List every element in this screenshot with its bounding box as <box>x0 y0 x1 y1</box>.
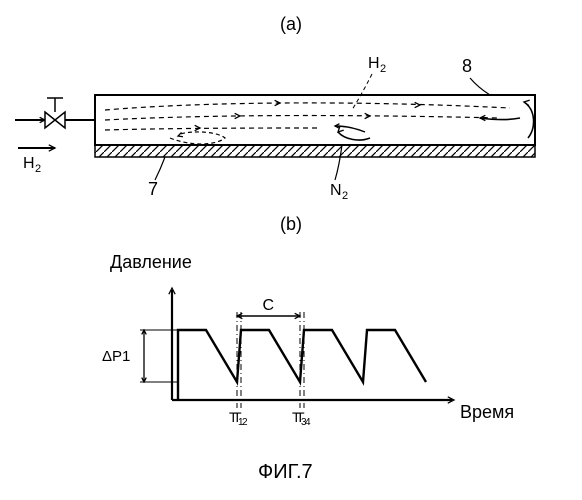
svg-text:4: 4 <box>305 417 311 428</box>
figure-caption: ФИГ.7 <box>258 461 313 483</box>
delta-p-label: ΔP1 <box>102 348 130 365</box>
valve-icon <box>45 112 65 128</box>
svg-text:2: 2 <box>380 63 386 75</box>
ref-8: 8 <box>462 56 472 76</box>
waveform <box>178 330 426 400</box>
svg-text:2: 2 <box>242 417 248 428</box>
hatched-plate <box>95 145 535 157</box>
ref-7: 7 <box>148 179 158 199</box>
subfigure-label-a: (a) <box>280 14 302 34</box>
pressure-time-chart: ДавлениеВремяΔP1T1T2T3T4C <box>102 252 514 428</box>
h2-streamline <box>105 128 320 130</box>
svg-text:N: N <box>330 182 342 199</box>
h2-streamline <box>105 103 510 110</box>
x-axis-label: Время <box>460 402 514 422</box>
subfigure-label-b: (b) <box>280 214 302 234</box>
h2-streamline <box>105 116 500 120</box>
svg-text:2: 2 <box>342 190 348 202</box>
diagram-a: H278H2N2 <box>15 55 535 202</box>
svg-text:2: 2 <box>35 163 41 175</box>
n2-gas-label: N2 <box>330 182 348 202</box>
inlet-h2-label: H2 <box>23 155 41 175</box>
y-axis-label: Давление <box>110 252 192 272</box>
svg-text:H: H <box>368 55 380 72</box>
h2-gas-label: H2 <box>368 55 386 75</box>
svg-text:H: H <box>23 155 35 172</box>
period-c-label: C <box>263 297 275 314</box>
svg-text:T: T <box>233 409 242 425</box>
svg-text:T: T <box>296 409 305 425</box>
